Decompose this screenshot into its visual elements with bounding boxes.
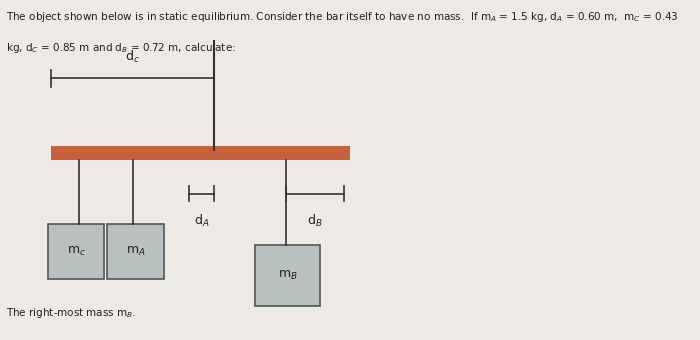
Text: d$_A$: d$_A$: [194, 212, 209, 228]
Text: The object shown below is in static equilibrium. Consider the bar itself to have: The object shown below is in static equi…: [6, 10, 678, 24]
Text: The right-most mass m$_B$.: The right-most mass m$_B$.: [6, 306, 136, 320]
Bar: [107, 224, 164, 279]
Text: m$_c$: m$_c$: [66, 245, 85, 258]
Bar: [255, 245, 320, 306]
Bar: [51, 146, 350, 160]
Text: m$_B$: m$_B$: [278, 269, 298, 282]
Text: kg, d$_C$ = 0.85 m and d$_B$ = 0.72 m, calculate:: kg, d$_C$ = 0.85 m and d$_B$ = 0.72 m, c…: [6, 41, 235, 55]
Bar: [48, 224, 104, 279]
Text: d$_B$: d$_B$: [307, 212, 323, 228]
Text: m$_A$: m$_A$: [125, 245, 146, 258]
Text: d$_c$: d$_c$: [125, 49, 140, 65]
